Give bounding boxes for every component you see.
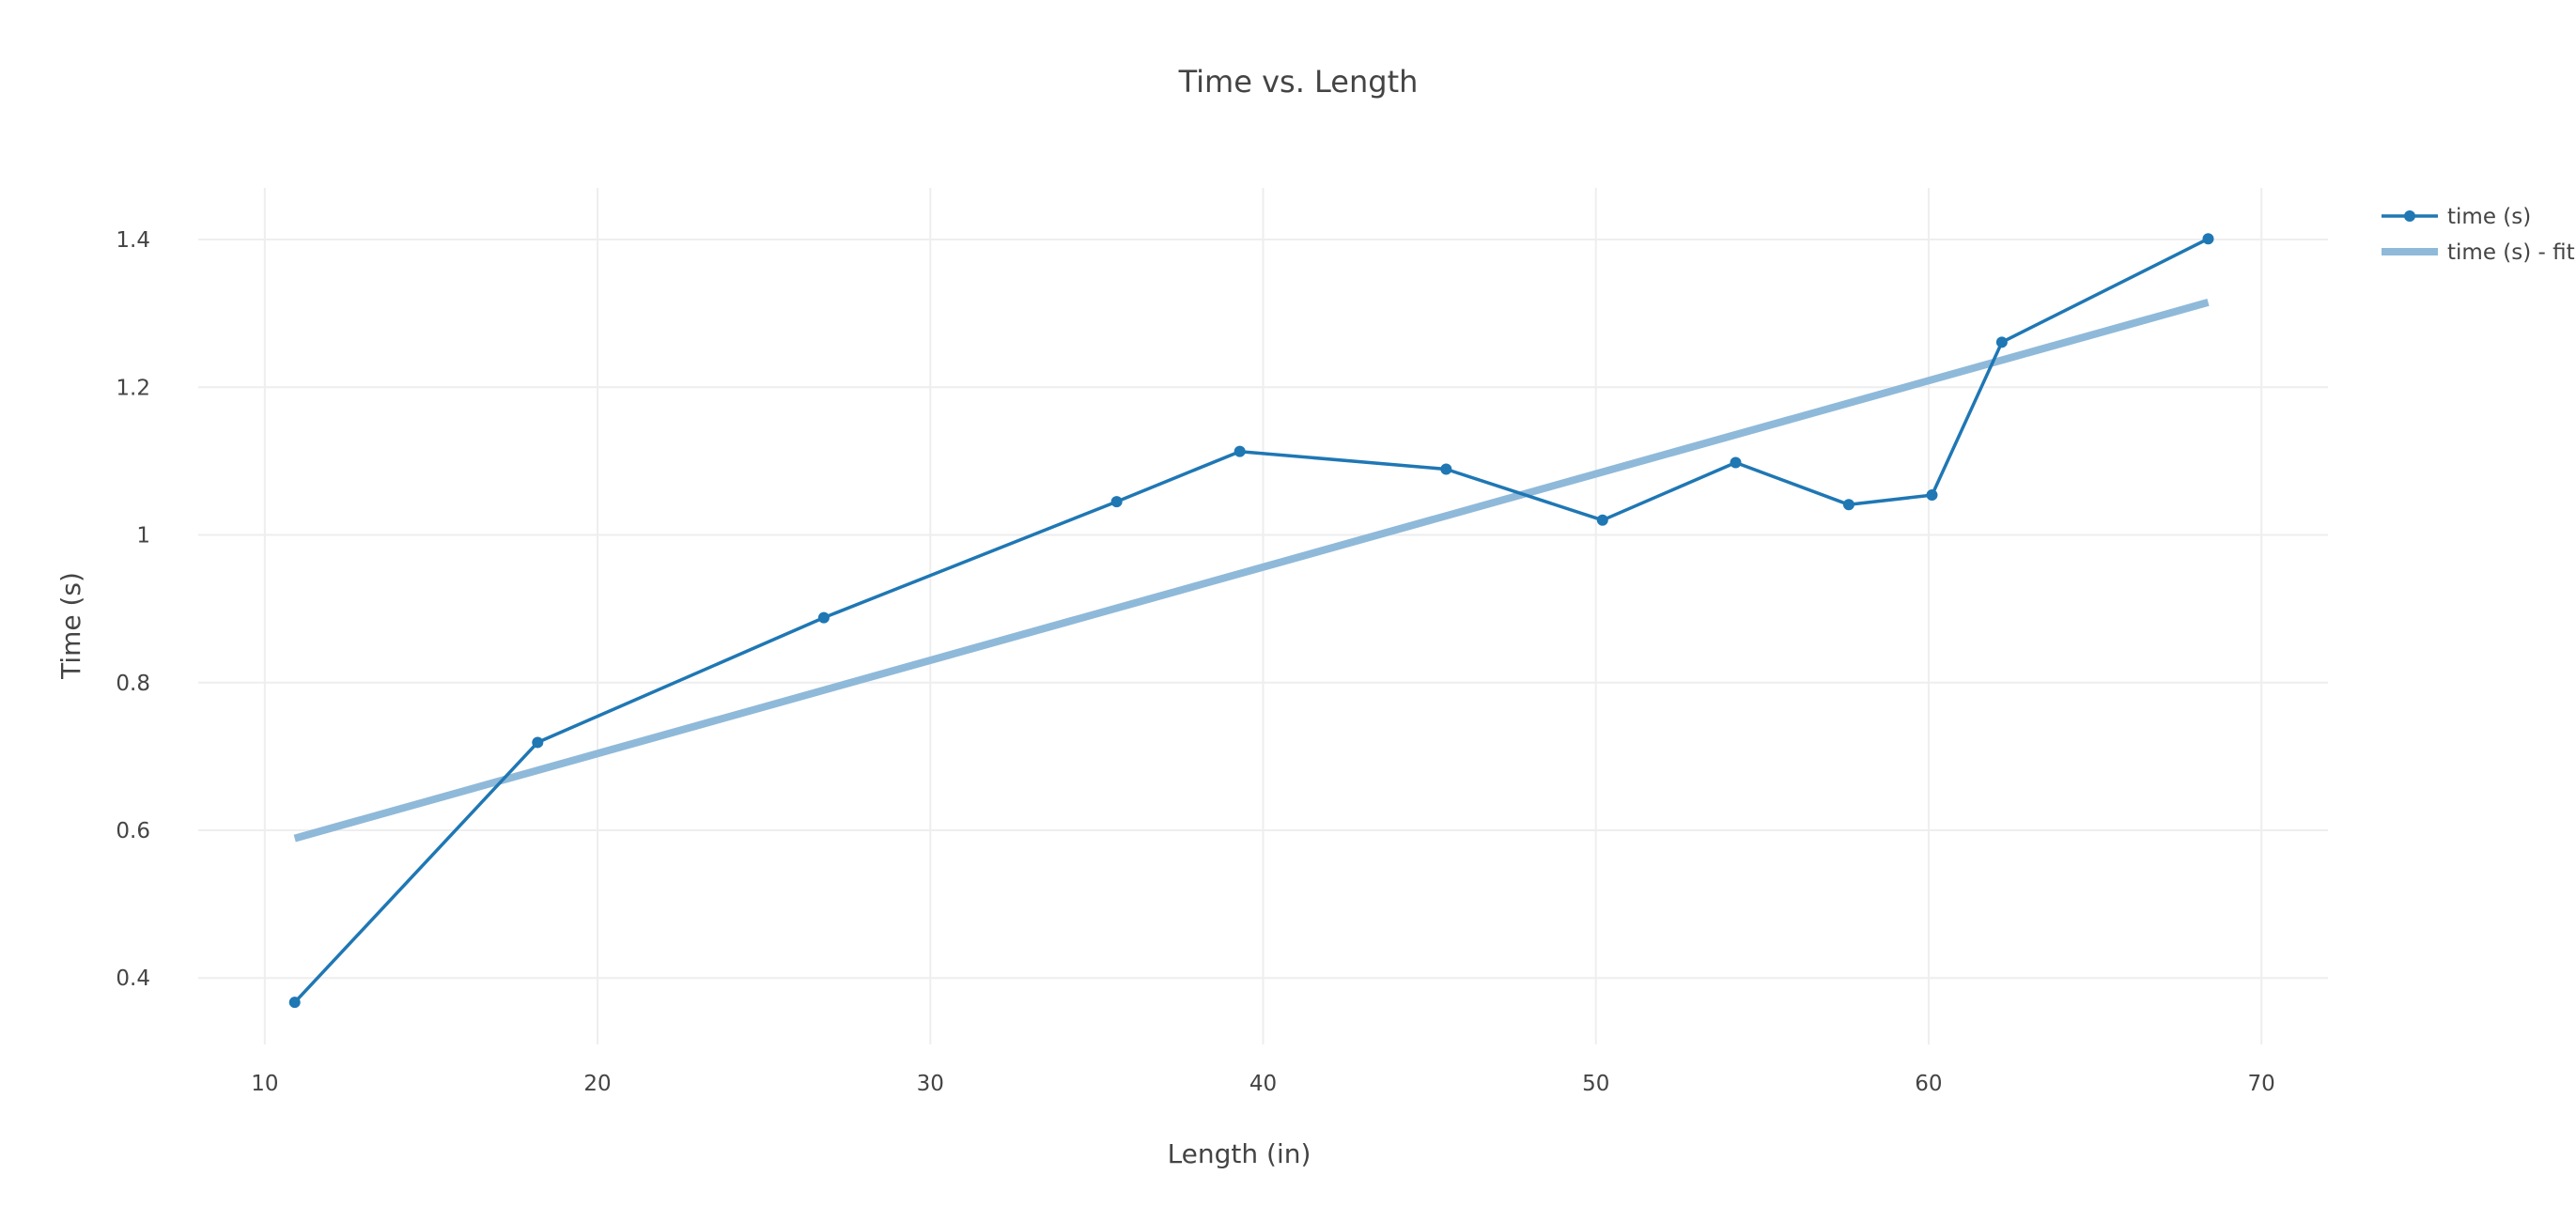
- x-tick-label: 40: [1249, 1072, 1277, 1096]
- x-tick-label: 10: [251, 1072, 278, 1096]
- y-tick-label: 0.4: [116, 966, 150, 991]
- data-point: [1730, 456, 1742, 469]
- y-axis-ticks: 0.4 0.6 0.8 1 1.2 1.4: [116, 228, 150, 991]
- x-tick-label: 30: [917, 1072, 944, 1096]
- y-tick-label: 1: [136, 524, 150, 549]
- data-point: [1596, 514, 1608, 526]
- x-tick-label: 50: [1582, 1072, 1609, 1096]
- x-tick-label: 20: [583, 1072, 611, 1096]
- data-point: [1842, 499, 1854, 511]
- x-tick-label: 60: [1915, 1072, 1942, 1096]
- x-tick-label: 70: [2248, 1072, 2275, 1096]
- y-tick-label: 1.2: [116, 376, 150, 400]
- legend-label[interactable]: time (s) - fit: [2447, 240, 2575, 265]
- data-point: [817, 611, 830, 624]
- x-axis-ticks: 10 20 30 40 50 60 70: [251, 1072, 2275, 1096]
- x-axis-title: Length (in): [1168, 1138, 1311, 1169]
- plot-area: [288, 233, 2214, 1009]
- data-point: [1234, 445, 1246, 457]
- y-tick-label: 0.6: [116, 819, 150, 843]
- grid: [198, 188, 2328, 1044]
- data-point: [288, 997, 301, 1009]
- legend-label[interactable]: time (s): [2447, 205, 2531, 229]
- data-point: [1926, 489, 1938, 502]
- data-point: [2202, 233, 2214, 245]
- chart-title: Time vs. Length: [1178, 64, 1419, 100]
- data-point: [1440, 463, 1452, 475]
- data-point: [1995, 336, 2008, 348]
- y-axis-title: Time (s): [55, 572, 86, 680]
- data-point: [1110, 496, 1123, 508]
- data-point: [532, 736, 544, 749]
- fit-series-line: [293, 299, 2210, 843]
- legend-marker: [2404, 210, 2415, 222]
- y-tick-label: 1.4: [116, 228, 150, 253]
- y-tick-label: 0.8: [116, 672, 150, 696]
- legend: time (s) time (s) - fit: [2382, 205, 2575, 265]
- data-series-line: [293, 237, 2210, 1004]
